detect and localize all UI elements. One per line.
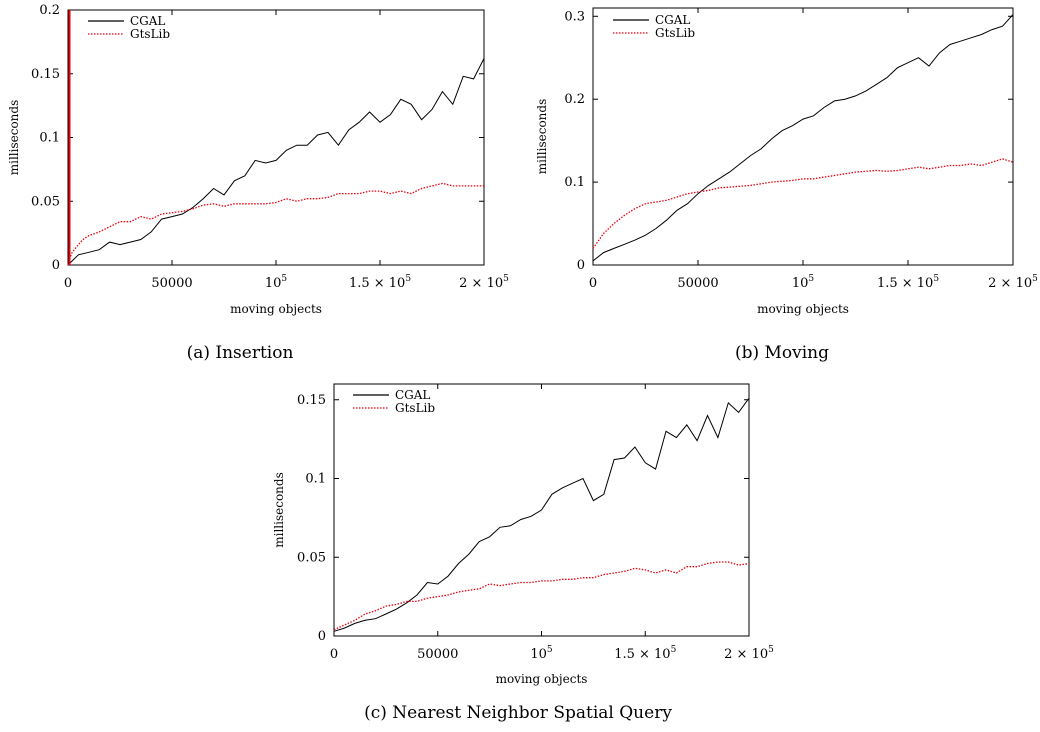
y-tick-label: 0.2 xyxy=(39,3,60,18)
x-tick-label: 50000 xyxy=(677,276,718,291)
legend-label-gtslib: GtsLib xyxy=(395,401,435,415)
y-tick-label: 0 xyxy=(318,629,326,644)
series-line-cgal xyxy=(592,14,1014,262)
series-line-gtslib xyxy=(592,158,1014,249)
x-tick-label: 1.5 × 105 xyxy=(877,274,939,291)
series-line-cgal xyxy=(333,397,750,632)
series-line-cgal xyxy=(67,58,485,266)
y-tick-label: 0.1 xyxy=(564,175,585,190)
x-tick-label: 2 × 105 xyxy=(988,274,1038,291)
x-tick-label: 50000 xyxy=(151,276,192,291)
y-tick-label: 0.05 xyxy=(297,550,326,565)
legend-label-cgal: CGAL xyxy=(130,14,165,28)
y-tick-label: 0 xyxy=(52,258,60,273)
x-tick-label: 1.5 × 105 xyxy=(349,274,411,291)
y-axis-label: milliseconds xyxy=(272,472,286,548)
plot-frame xyxy=(67,9,485,266)
x-tick-label: 105 xyxy=(792,274,815,291)
x-tick-label: 0 xyxy=(64,276,72,291)
legend-label-cgal: CGAL xyxy=(395,388,430,402)
y-tick-label: 0.15 xyxy=(297,393,326,408)
y-tick-label: 0.2 xyxy=(564,92,585,107)
chart-panel-1: 0 0.05 0.1 0.15 0.2 0 50000 105 1.5 × 105 2 × 105… xyxy=(7,3,509,363)
x-tick-label: 50000 xyxy=(417,647,458,662)
y-axis-label: milliseconds xyxy=(535,99,549,175)
chart-panel-3: 0 0.05 0.1 0.15 0 50000 105 1.5 × 105 2 × 105 CGA… xyxy=(272,383,774,723)
x-tick-label: 0 xyxy=(589,276,597,291)
x-axis-label: moving objects xyxy=(496,672,588,686)
x-tick-label: 0 xyxy=(330,647,338,662)
series-line-gtslib xyxy=(333,561,750,631)
x-axis-label: moving objects xyxy=(757,302,849,316)
chart-panel-2: 0 0.1 0.2 0.3 0 50000 105 1.5 × 105 2 × 105 CGALG… xyxy=(535,7,1038,363)
figure-caption: (a) Insertion xyxy=(187,343,294,363)
x-tick-label: 2 × 105 xyxy=(724,645,774,662)
y-tick-label: 0.05 xyxy=(31,194,60,209)
y-tick-label: 0.1 xyxy=(39,131,60,146)
y-tick-label: 0.3 xyxy=(564,9,585,24)
x-tick-label: 105 xyxy=(530,645,553,662)
legend-label-cgal: CGAL xyxy=(655,13,690,27)
y-tick-label: 0.1 xyxy=(305,472,326,487)
legend-label-gtslib: GtsLib xyxy=(655,26,695,40)
legend-label-gtslib: GtsLib xyxy=(130,27,170,41)
x-tick-label: 105 xyxy=(265,274,288,291)
series-line-gtslib xyxy=(67,182,484,266)
x-tick-label: 2 × 105 xyxy=(459,274,509,291)
x-axis-label: moving objects xyxy=(230,302,322,316)
plot-frame xyxy=(592,7,1014,266)
figure-caption: (c) Nearest Neighbor Spatial Query xyxy=(364,703,672,723)
y-tick-label: 0 xyxy=(577,258,585,273)
y-tick-label: 0.15 xyxy=(31,67,60,82)
figure-caption: (b) Moving xyxy=(735,343,829,363)
x-tick-label: 1.5 × 105 xyxy=(614,645,676,662)
y-axis-label: milliseconds xyxy=(7,100,21,176)
